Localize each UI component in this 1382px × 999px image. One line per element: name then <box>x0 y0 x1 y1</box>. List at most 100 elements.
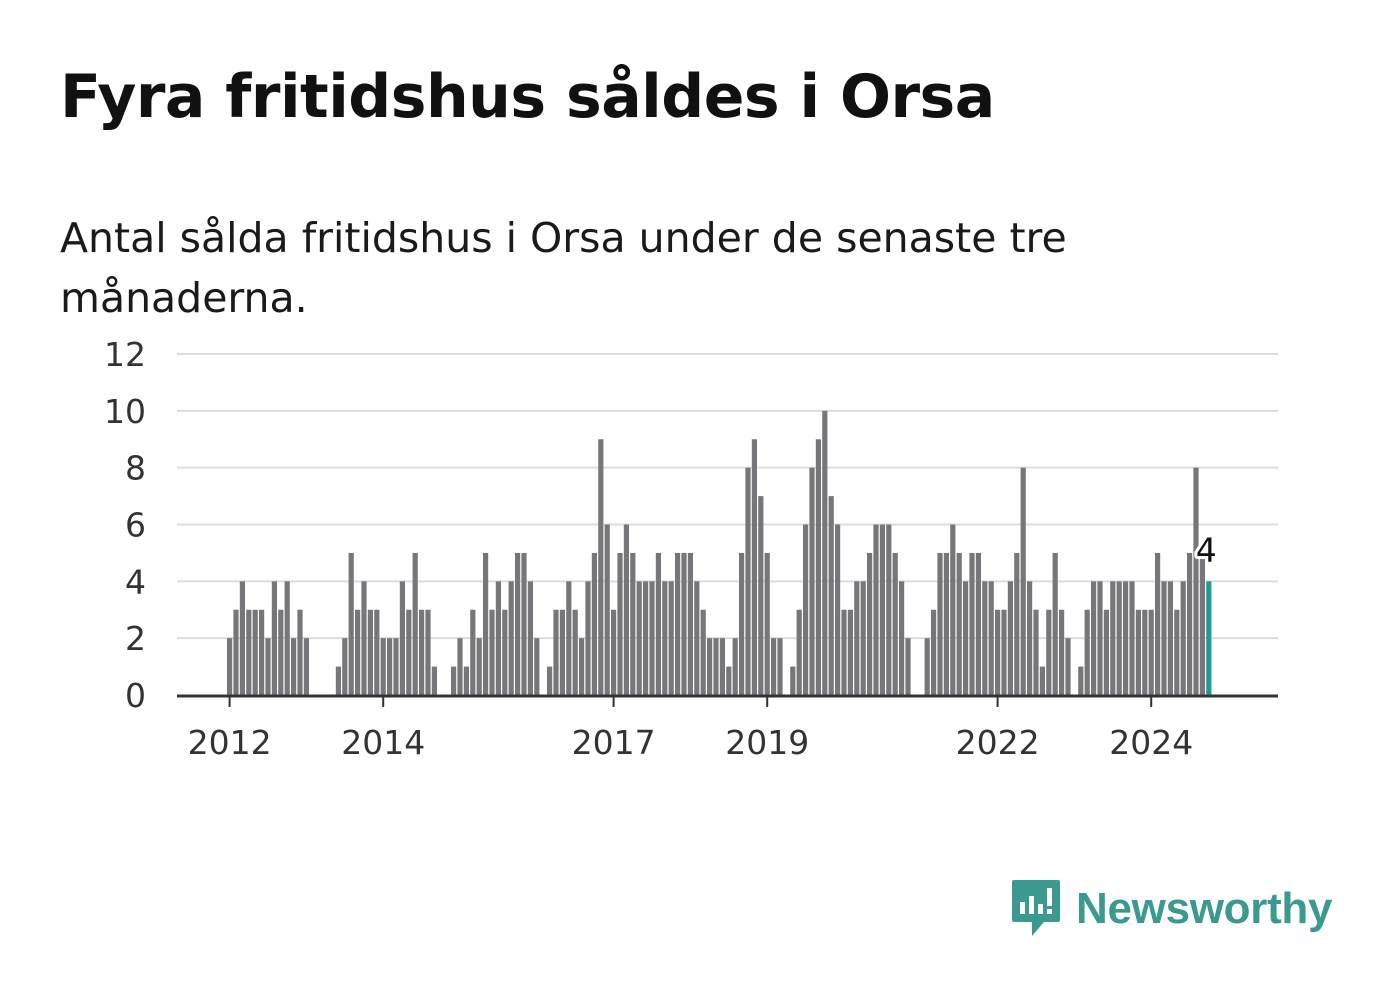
bar <box>1001 609 1007 695</box>
bar-highlight <box>1206 581 1212 695</box>
bar <box>508 581 514 695</box>
bar <box>732 638 738 695</box>
bar <box>521 552 527 695</box>
bar <box>1110 581 1116 695</box>
bar <box>1046 609 1052 695</box>
y-tick-label: 8 <box>125 449 146 488</box>
y-tick-label: 4 <box>125 562 146 601</box>
bar <box>553 609 559 695</box>
bar <box>835 524 841 695</box>
x-tick-label: 2024 <box>1109 723 1193 762</box>
bar <box>355 609 361 695</box>
bar <box>687 552 693 695</box>
bar <box>1027 581 1033 695</box>
bar <box>1065 638 1071 695</box>
bar <box>591 552 597 695</box>
bar <box>636 581 642 695</box>
bar <box>751 439 757 695</box>
bar <box>745 467 751 695</box>
bar <box>841 609 847 695</box>
bar <box>246 609 252 695</box>
bar <box>668 581 674 695</box>
bar <box>1148 609 1154 695</box>
bar <box>777 638 783 695</box>
bar <box>335 666 341 695</box>
bar <box>815 439 821 695</box>
bar <box>585 581 591 695</box>
bar <box>726 666 732 695</box>
bar <box>470 609 476 695</box>
bar <box>643 581 649 695</box>
bar <box>259 609 265 695</box>
bar <box>495 581 501 695</box>
newsworthy-logo-icon <box>1012 880 1060 936</box>
bar <box>527 581 533 695</box>
bar <box>297 609 303 695</box>
bar <box>681 552 687 695</box>
x-tick-label: 2022 <box>956 723 1040 762</box>
bar <box>483 552 489 695</box>
bar <box>252 609 258 695</box>
bar <box>1123 581 1129 695</box>
data-labels: 4 <box>1193 527 1220 572</box>
bar <box>694 581 700 695</box>
bar <box>739 552 745 695</box>
bar <box>873 524 879 695</box>
bar <box>988 581 994 695</box>
bar <box>860 581 866 695</box>
bar <box>623 524 629 695</box>
bar <box>867 552 873 695</box>
bar <box>796 609 802 695</box>
bar <box>956 552 962 695</box>
bar <box>361 581 367 695</box>
bar <box>342 638 348 695</box>
bar <box>425 609 431 695</box>
bar <box>1167 581 1173 695</box>
bar <box>348 552 354 695</box>
bar <box>886 524 892 695</box>
bar <box>604 524 610 695</box>
bar <box>758 496 764 695</box>
bar <box>431 666 437 695</box>
x-axis-ticks: 2012 2014 2017 2019 2022 2024 <box>188 697 1193 762</box>
y-axis-ticks: 0 2 4 6 8 10 12 <box>104 335 146 715</box>
bar <box>367 609 373 695</box>
bar <box>1155 552 1161 695</box>
bar <box>515 552 521 695</box>
bar <box>387 638 393 695</box>
bar <box>707 638 713 695</box>
x-tick-label: 2017 <box>572 723 656 762</box>
chart-title: Fyra fritidshus såldes i Orsa <box>60 62 995 132</box>
bar <box>278 609 284 695</box>
bar <box>1007 581 1013 695</box>
bar <box>572 609 578 695</box>
bar <box>451 666 457 695</box>
bar <box>1039 666 1045 695</box>
y-tick-label: 10 <box>104 392 146 431</box>
bar <box>892 552 898 695</box>
chart-subtitle: Antal sålda fritidshus i Orsa under de s… <box>60 214 1067 322</box>
bar <box>790 666 796 695</box>
bar <box>969 552 975 695</box>
x-tick-label: 2019 <box>725 723 809 762</box>
bar <box>617 552 623 695</box>
bar <box>547 666 553 695</box>
bar <box>879 524 885 695</box>
bar <box>1129 581 1135 695</box>
bar <box>611 609 617 695</box>
bar <box>931 609 937 695</box>
bar <box>854 581 860 695</box>
bar <box>374 609 380 695</box>
bar-value-label: 4 <box>1196 530 1217 569</box>
bar <box>227 638 233 695</box>
bar <box>457 638 463 695</box>
bar <box>1014 552 1020 695</box>
bar <box>393 638 399 695</box>
bar <box>809 467 815 695</box>
bar <box>630 552 636 695</box>
bar <box>1091 581 1097 695</box>
bar <box>489 609 495 695</box>
brand-name: Newsworthy <box>1076 884 1333 933</box>
bar <box>662 581 668 695</box>
y-tick-label: 12 <box>104 335 146 374</box>
